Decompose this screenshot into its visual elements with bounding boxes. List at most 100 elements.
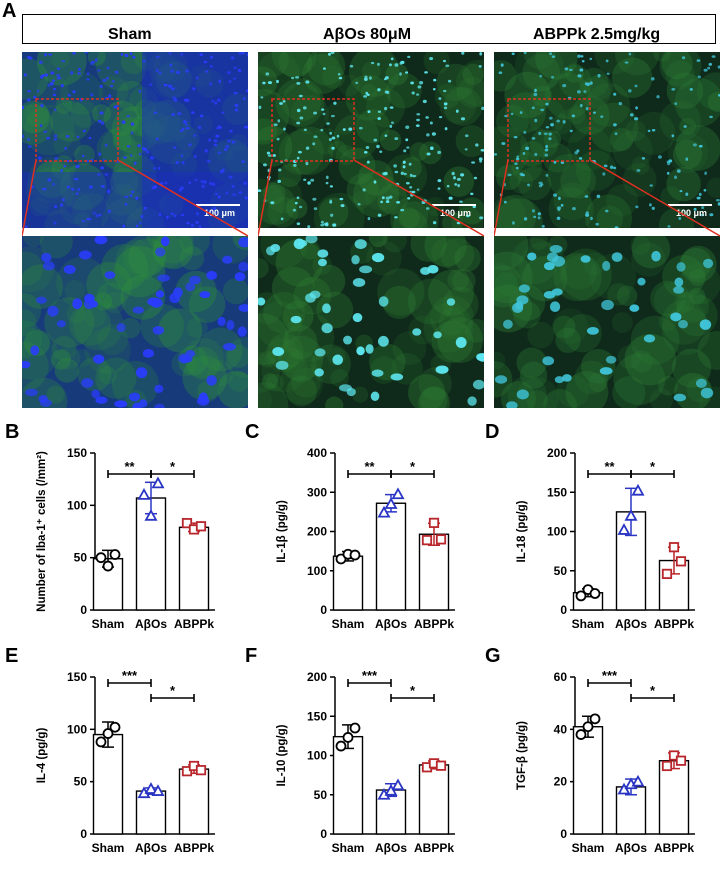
panel-letter-a: A: [2, 0, 17, 22]
y-tick-label: 150: [67, 446, 87, 460]
y-tick-label: 150: [307, 709, 327, 723]
data-point: [631, 483, 645, 496]
x-tick-label: ABPPk: [414, 841, 454, 855]
bar-aβos: [135, 790, 167, 835]
y-tick-label: 20: [554, 775, 568, 789]
zoom-connector-lines: [493, 159, 720, 245]
y-axis-label: IL-18 (pg/g): [516, 500, 528, 562]
micrograph-zoom: [22, 236, 248, 408]
panel-letter: F: [245, 645, 257, 667]
y-tick-label: 0: [560, 603, 567, 617]
x-tick-label: ABPPk: [654, 841, 694, 855]
x-tick-label: ABPPk: [654, 617, 694, 631]
y-tick-label: 200: [307, 525, 327, 539]
data-point: [421, 535, 433, 546]
data-point: [668, 750, 680, 761]
y-axis-label: IL-4 (pg/g): [36, 728, 48, 784]
data-point: [95, 736, 107, 748]
bar-abppk: [658, 760, 690, 835]
data-point: [575, 590, 587, 602]
data-point: [181, 518, 193, 529]
micrograph-overview: [494, 52, 720, 228]
x-tick-label: AβOs: [615, 617, 647, 631]
data-point: [144, 508, 158, 521]
data-point: [435, 534, 447, 545]
y-tick-label: 0: [320, 827, 327, 841]
y-tick-label: 50: [74, 551, 88, 565]
y-tick-label: 150: [67, 670, 87, 684]
significance-label: *: [170, 683, 176, 698]
data-point: [582, 721, 594, 733]
zoom-connector-lines: [257, 159, 485, 245]
bar-sham: [332, 555, 364, 611]
data-point: [377, 505, 391, 518]
panel-letter: B: [5, 421, 19, 443]
bar-aβos: [375, 502, 407, 611]
y-axis-label: Number of Iba-1⁺ cells (/mm²): [36, 451, 48, 612]
data-point: [109, 721, 121, 733]
x-tick-label: ABPPk: [414, 617, 454, 631]
data-point: [428, 517, 440, 528]
x-tick-label: AβOs: [375, 617, 407, 631]
y-tick-label: 150: [547, 485, 567, 499]
x-tick-label: Sham: [92, 841, 125, 855]
panel-letter: E: [5, 645, 18, 667]
data-point: [137, 488, 151, 500]
data-point: [349, 549, 361, 561]
data-point: [95, 552, 107, 564]
significance-label: **: [604, 459, 615, 474]
group-header-box: [22, 14, 716, 44]
significance-label: *: [170, 459, 176, 474]
bar-sham: [572, 726, 604, 835]
y-tick-label: 0: [80, 827, 87, 841]
chart-b-iba1: B Number of Iba-1⁺ cells (/mm²) 0 50 100 150 S…: [5, 421, 215, 631]
x-tick-label: Sham: [572, 617, 605, 631]
data-point: [675, 755, 687, 766]
data-point: [195, 765, 207, 776]
data-point: [435, 760, 447, 771]
data-point: [102, 728, 114, 739]
y-tick-label: 0: [320, 603, 327, 617]
bar-abppk: [418, 764, 450, 835]
data-point: [384, 783, 398, 796]
panel-letter: D: [485, 421, 499, 443]
bar-abppk: [418, 533, 450, 611]
y-tick-label: 50: [554, 564, 568, 578]
x-tick-label: AβOs: [615, 841, 647, 855]
scale-bar-label: 100 μm: [676, 208, 708, 218]
y-tick-label: 0: [80, 603, 87, 617]
x-tick-label: ABPPk: [174, 841, 214, 855]
panel-letter: C: [245, 421, 259, 443]
y-tick-label: 400: [307, 446, 327, 460]
bar-sham: [332, 735, 364, 835]
data-point: [181, 766, 193, 777]
data-point: [617, 523, 631, 535]
significance-label: ***: [362, 668, 378, 683]
data-point: [151, 784, 165, 796]
x-tick-label: AβOs: [135, 841, 167, 855]
panel-letter: G: [485, 645, 501, 667]
y-tick-label: 100: [307, 564, 327, 578]
zoom-connector-lines: [21, 159, 249, 245]
y-tick-label: 200: [307, 670, 327, 684]
x-tick-label: Sham: [92, 617, 125, 631]
bar-sham: [92, 733, 124, 835]
y-axis-label: IL-10 (pg/g): [276, 724, 288, 786]
significance-label: ***: [602, 668, 618, 683]
data-point: [589, 588, 601, 599]
x-tick-label: AβOs: [375, 841, 407, 855]
data-point: [342, 732, 354, 743]
y-tick-label: 100: [67, 722, 87, 736]
significance-label: *: [650, 683, 656, 698]
y-tick-label: 200: [547, 446, 567, 460]
data-point: [661, 568, 673, 579]
data-point: [589, 713, 601, 725]
data-point: [575, 729, 587, 740]
data-point: [675, 556, 687, 567]
significance-label: *: [650, 459, 656, 474]
data-point: [195, 521, 207, 532]
y-axis-label: IL-1β (pg/g): [276, 500, 288, 563]
data-point: [102, 560, 114, 572]
y-tick-label: 0: [560, 827, 567, 841]
